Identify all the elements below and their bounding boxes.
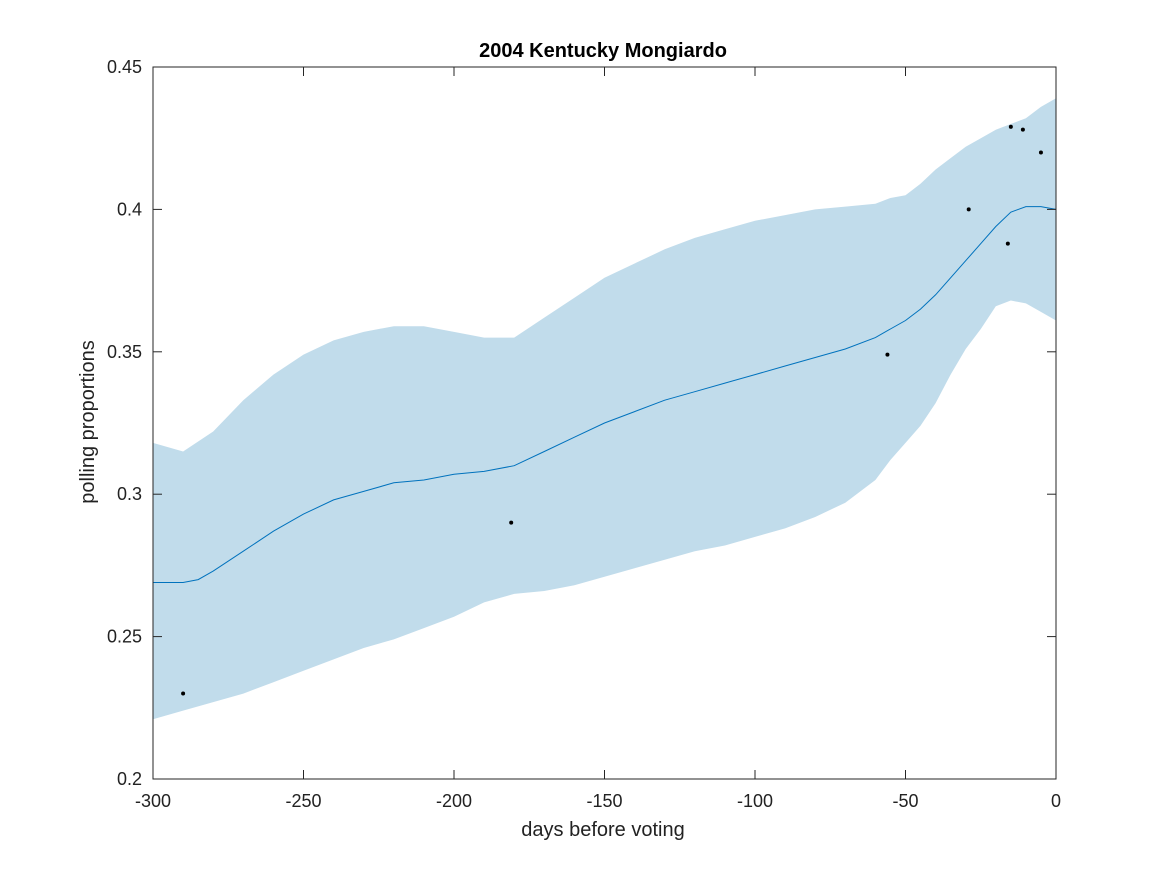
poll-point bbox=[509, 520, 514, 525]
y-tick-label: 0.35 bbox=[107, 342, 142, 362]
y-tick-label: 0.45 bbox=[107, 57, 142, 77]
x-axis-label: days before voting bbox=[521, 819, 684, 841]
y-axis-ticks: 0.2 0.25 0.3 0.35 0.4 0.45 bbox=[107, 57, 1056, 789]
x-tick-label: -300 bbox=[135, 791, 171, 811]
y-tick-label: 0.2 bbox=[117, 769, 142, 789]
poll-point bbox=[966, 207, 971, 212]
poll-point bbox=[181, 691, 186, 696]
confidence-band bbox=[153, 98, 1056, 720]
y-axis-label: polling proportions bbox=[77, 340, 99, 503]
poll-point bbox=[885, 352, 890, 357]
x-tick-label: -200 bbox=[436, 791, 472, 811]
x-tick-label: -50 bbox=[892, 791, 918, 811]
y-tick-label: 0.4 bbox=[117, 199, 142, 219]
plot-area bbox=[153, 98, 1057, 720]
poll-point bbox=[1038, 150, 1043, 155]
poll-point bbox=[1008, 124, 1013, 129]
poll-point bbox=[1005, 241, 1010, 246]
x-tick-label: -100 bbox=[737, 791, 773, 811]
poll-point bbox=[1020, 127, 1025, 132]
y-tick-label: 0.3 bbox=[117, 484, 142, 504]
x-tick-label: -250 bbox=[285, 791, 321, 811]
y-tick-label: 0.25 bbox=[107, 627, 142, 647]
poll-points bbox=[181, 124, 1043, 696]
x-tick-label: 0 bbox=[1051, 791, 1061, 811]
x-tick-label: -150 bbox=[586, 791, 622, 811]
mean-line bbox=[153, 206, 1057, 583]
chart-title: 2004 Kentucky Mongiardo bbox=[479, 40, 727, 62]
x-axis-ticks: -300 -250 -200 -150 -100 -50 0 bbox=[135, 67, 1061, 811]
